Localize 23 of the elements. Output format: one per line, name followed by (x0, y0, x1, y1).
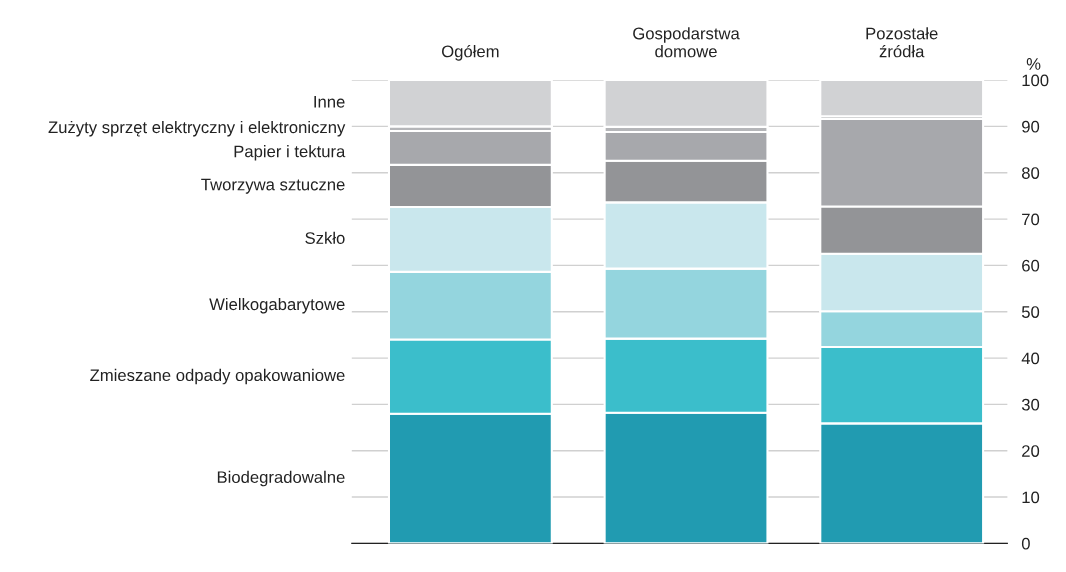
text: Zużyty sprzęt elektryczny i elektroniczny (48, 120, 346, 137)
y-axis-title: % (1026, 58, 1041, 70)
text: Tworzywa sztuczne (201, 178, 345, 194)
y-tick-label: 70 (1022, 213, 1040, 226)
x-tick-label: Gospodarstwa domowe (633, 27, 740, 58)
x-tick-label: Pozostałe źródła (866, 27, 938, 58)
y-tick-label: 20 (1022, 445, 1040, 457)
y-tick-label: 60 (1022, 259, 1040, 272)
y-tick-label: 0 (1021, 537, 1030, 550)
y-tick-label: 100 (1022, 74, 1049, 87)
text: Szkło (305, 231, 345, 244)
y-tick-label: 30 (1021, 398, 1040, 411)
y-tick-label: 10 (1022, 491, 1040, 504)
text: Inne (314, 96, 345, 108)
text: Wielkogabarytowe (209, 297, 345, 314)
y-tick-label: 90 (1022, 120, 1040, 133)
text: Papier i tektura (234, 145, 346, 161)
text: Biodegradowalne (217, 470, 345, 487)
y-tick-label: 80 (1021, 167, 1040, 179)
text: Zmieszane odpady opakowaniowe (90, 368, 345, 385)
x-tick-label: Ogółem (442, 44, 499, 61)
y-tick-label: 40 (1021, 352, 1040, 365)
y-tick-label: 50 (1021, 306, 1040, 318)
